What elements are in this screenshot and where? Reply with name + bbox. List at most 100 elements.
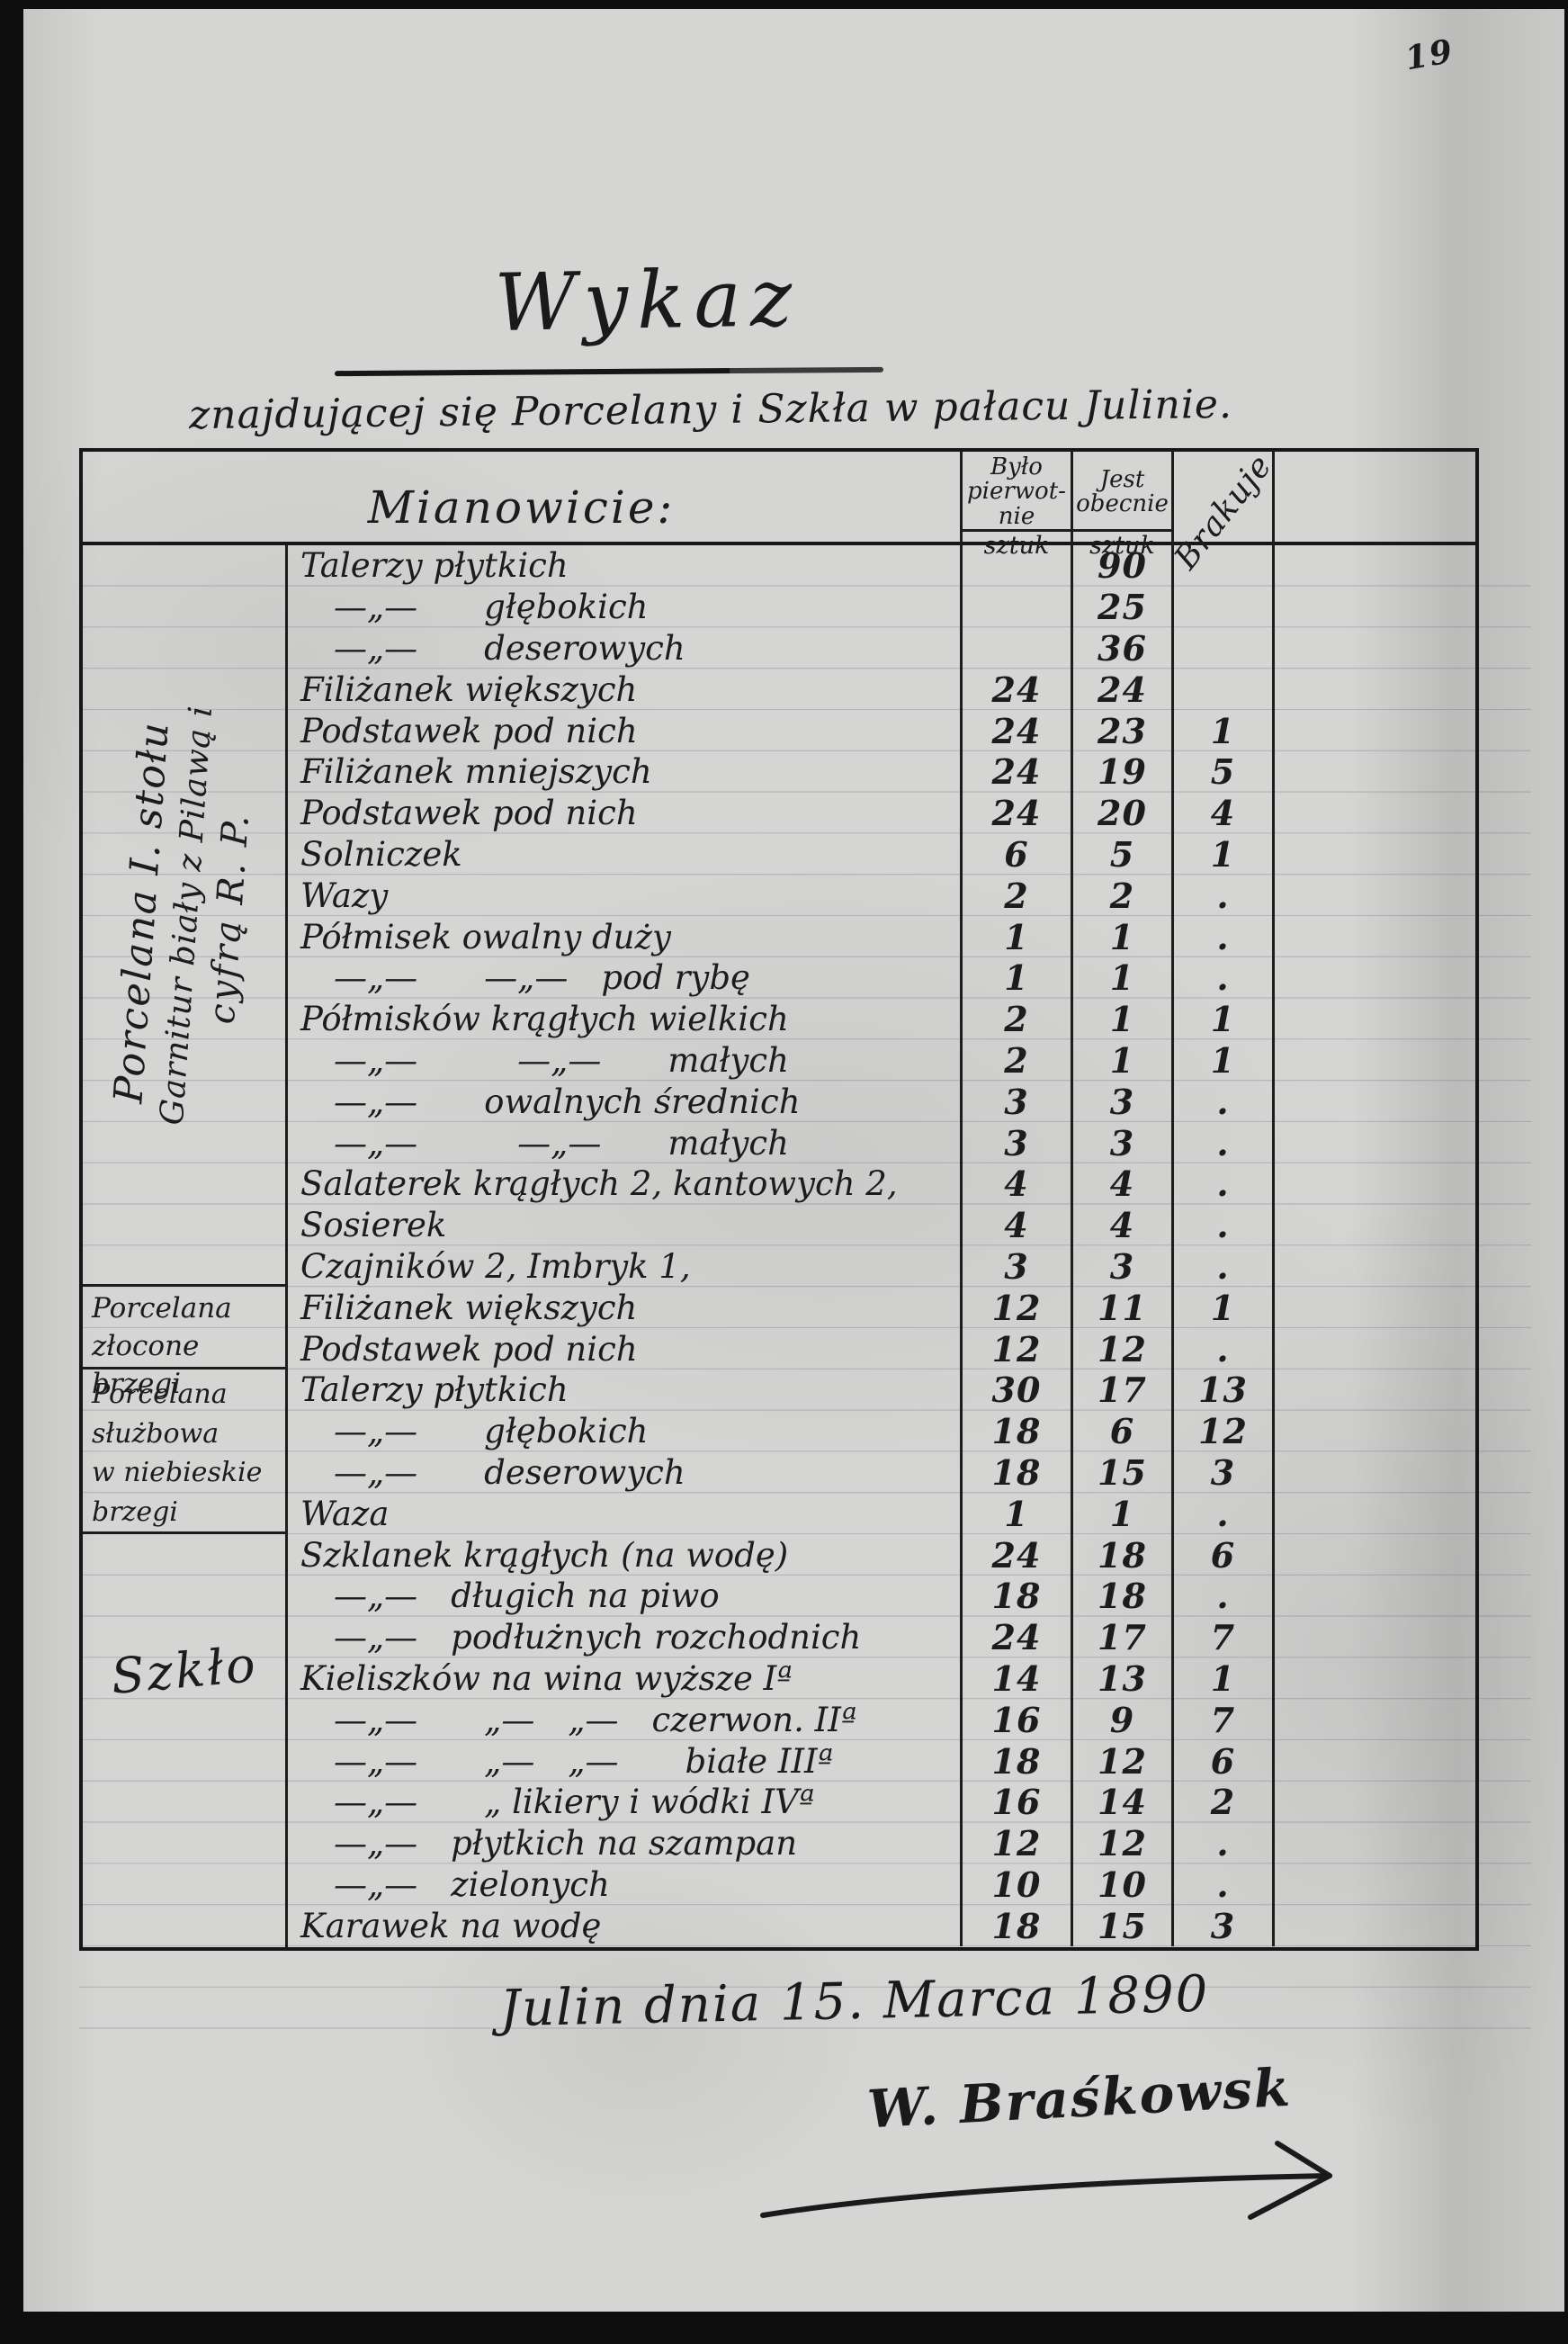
count-was: 2 <box>960 1039 1071 1082</box>
count-was: 1 <box>960 1493 1071 1535</box>
empty-cell <box>1272 545 1475 587</box>
count-was: 24 <box>960 1534 1071 1576</box>
empty-cell <box>1272 1204 1475 1246</box>
group-label-porcelain-service-blue-edges: Porcelana służbowa w niebieskie brzegi <box>83 1370 285 1534</box>
item-name: —„— płytkich na szampan <box>300 1824 798 1864</box>
empty-cell <box>1272 750 1475 793</box>
table-body: Porcelana I. stołu Garnitur biały z Pila… <box>83 545 1475 1947</box>
count-missing: 7 <box>1171 1616 1272 1658</box>
table-row: Karawek na wodę 18 15 3 <box>288 1905 1475 1947</box>
table-row: Filiżanek mniejszych 24 19 5 <box>288 750 1475 793</box>
table-row: Półmisek owalny duży 1 1. <box>288 916 1475 957</box>
empty-cell <box>1272 916 1475 957</box>
table-row: —„— „— „— białe IIIª 18 12 6 <box>288 1740 1475 1782</box>
table-row: —„— owalnych średnich 3 3. <box>288 1081 1475 1123</box>
count-now: 15 <box>1071 1905 1171 1947</box>
item-name: Filiżanek mniejszych <box>300 752 652 792</box>
empty-cell <box>1272 1493 1475 1535</box>
count-missing: . <box>1171 1163 1272 1205</box>
count-was: 2 <box>960 998 1071 1040</box>
count-missing: 1 <box>1171 710 1272 751</box>
item-name: —„— podłużnych rozchodnich <box>300 1618 862 1657</box>
item-name: —„— głębokich <box>300 588 649 627</box>
empty-cell <box>1272 792 1475 834</box>
item-name: Czajników 2, Imbryk 1, <box>300 1246 691 1286</box>
table-row: —„— długich na piwo 18 18. <box>288 1575 1475 1617</box>
item-name: Filiżanek większych <box>300 669 638 709</box>
item-name: —„— „— „— czerwon. IIª <box>300 1700 857 1739</box>
count-was <box>960 586 1071 628</box>
count-missing: 3 <box>1171 1905 1272 1947</box>
count-was: 24 <box>960 1616 1071 1658</box>
empty-cell <box>1272 875 1475 917</box>
now-line1: Jest <box>1099 465 1145 493</box>
empty-cell <box>1272 1699 1475 1741</box>
group3-line4: brzegi <box>92 1495 178 1528</box>
table-row: —„— płytkich na szampan 12 12. <box>288 1822 1475 1864</box>
count-now: 12 <box>1071 1740 1171 1782</box>
empty-cell <box>1272 627 1475 669</box>
count-now: 15 <box>1071 1451 1171 1494</box>
count-missing <box>1171 586 1272 628</box>
empty-cell <box>1272 1328 1475 1370</box>
count-was: 16 <box>960 1781 1071 1823</box>
table-row: —„— —„— małych 2 1 1 <box>288 1039 1475 1082</box>
count-now: 24 <box>1071 669 1171 711</box>
count-was: 16 <box>960 1699 1071 1741</box>
column-header-was: Było pierwot-nie sztuk <box>960 452 1071 563</box>
count-now: 18 <box>1071 1534 1171 1576</box>
group3-line3: w niebieskie <box>92 1457 263 1488</box>
empty-cell <box>1272 1081 1475 1123</box>
count-missing: 6 <box>1171 1534 1272 1576</box>
item-name: Talerzy płytkich <box>300 1370 569 1410</box>
table-row: —„— —„— małych 3 3. <box>288 1122 1475 1163</box>
count-missing: 1 <box>1171 1039 1272 1082</box>
table-row: Podstawek pod nich 24 23 1 <box>288 710 1475 751</box>
count-missing: . <box>1171 1328 1272 1370</box>
count-missing: . <box>1171 956 1272 999</box>
signature-flourish-icon <box>760 2141 1332 2220</box>
item-name: Solniczek <box>300 834 462 874</box>
count-now: 1 <box>1071 1493 1171 1535</box>
count-was: 18 <box>960 1575 1071 1617</box>
table-row: Talerzy płytkich 90 <box>288 545 1475 587</box>
table-header-row: Mianowicie: Było pierwot-nie sztuk Jest … <box>83 447 1475 576</box>
count-was: 3 <box>960 1122 1071 1163</box>
count-missing: 1 <box>1171 1657 1272 1700</box>
item-name: Szklanek krągłych (na wodę) <box>300 1535 789 1575</box>
empty-cell <box>1272 998 1475 1040</box>
count-now: 6 <box>1071 1410 1171 1452</box>
group-label-column: Porcelana I. stołu Garnitur biały z Pila… <box>83 545 288 1947</box>
table-row: —„— podłużnych rozchodnich 24 17 7 <box>288 1616 1475 1658</box>
item-rows: Talerzy płytkich 90 —„— głębokich 25 —„— d… <box>288 545 1475 1947</box>
group3-line2: służbowa <box>92 1417 220 1450</box>
empty-cell <box>1272 1245 1475 1288</box>
item-name: —„— długich na piwo <box>300 1576 720 1616</box>
count-missing: . <box>1171 916 1272 957</box>
was-line2: pierwot-nie <box>967 478 1066 530</box>
empty-cell <box>1272 1781 1475 1823</box>
group-label-porcelain-table-service: Porcelana I. stołu Garnitur biały z Pila… <box>83 545 285 1287</box>
empty-cell <box>1272 1122 1475 1163</box>
table-row: Półmisków krągłych wielkich 2 1 1 <box>288 998 1475 1040</box>
count-missing: 1 <box>1171 1287 1272 1329</box>
count-missing <box>1171 669 1272 711</box>
empty-cell <box>1272 1534 1475 1576</box>
item-name: Podstawek pod nich <box>300 794 638 833</box>
count-missing: . <box>1171 1122 1272 1163</box>
table-row: —„— —„— pod rybę 1 1. <box>288 956 1475 999</box>
table-row: Kieliszków na wina wyższe Iª 14 13 1 <box>288 1657 1475 1700</box>
group4-line1: Szkło <box>108 1636 260 1705</box>
table-row: —„— głębokich 18 6 12 <box>288 1410 1475 1452</box>
table-row: Podstawek pod nich 12 12. <box>288 1328 1475 1370</box>
count-was: 4 <box>960 1163 1071 1205</box>
item-name: Salaterek krągłych 2, kantowych 2, <box>300 1164 898 1204</box>
table-row: —„— deserowych 18 15 3 <box>288 1451 1475 1494</box>
now-unit: sztuk <box>1073 528 1171 562</box>
empty-cell <box>1272 1657 1475 1700</box>
item-name: —„— deserowych <box>300 628 685 668</box>
count-now: 12 <box>1071 1328 1171 1370</box>
item-name: —„— —„— pod rybę <box>300 958 750 998</box>
item-name: Podstawek pod nich <box>300 1329 638 1369</box>
empty-cell <box>1272 669 1475 711</box>
